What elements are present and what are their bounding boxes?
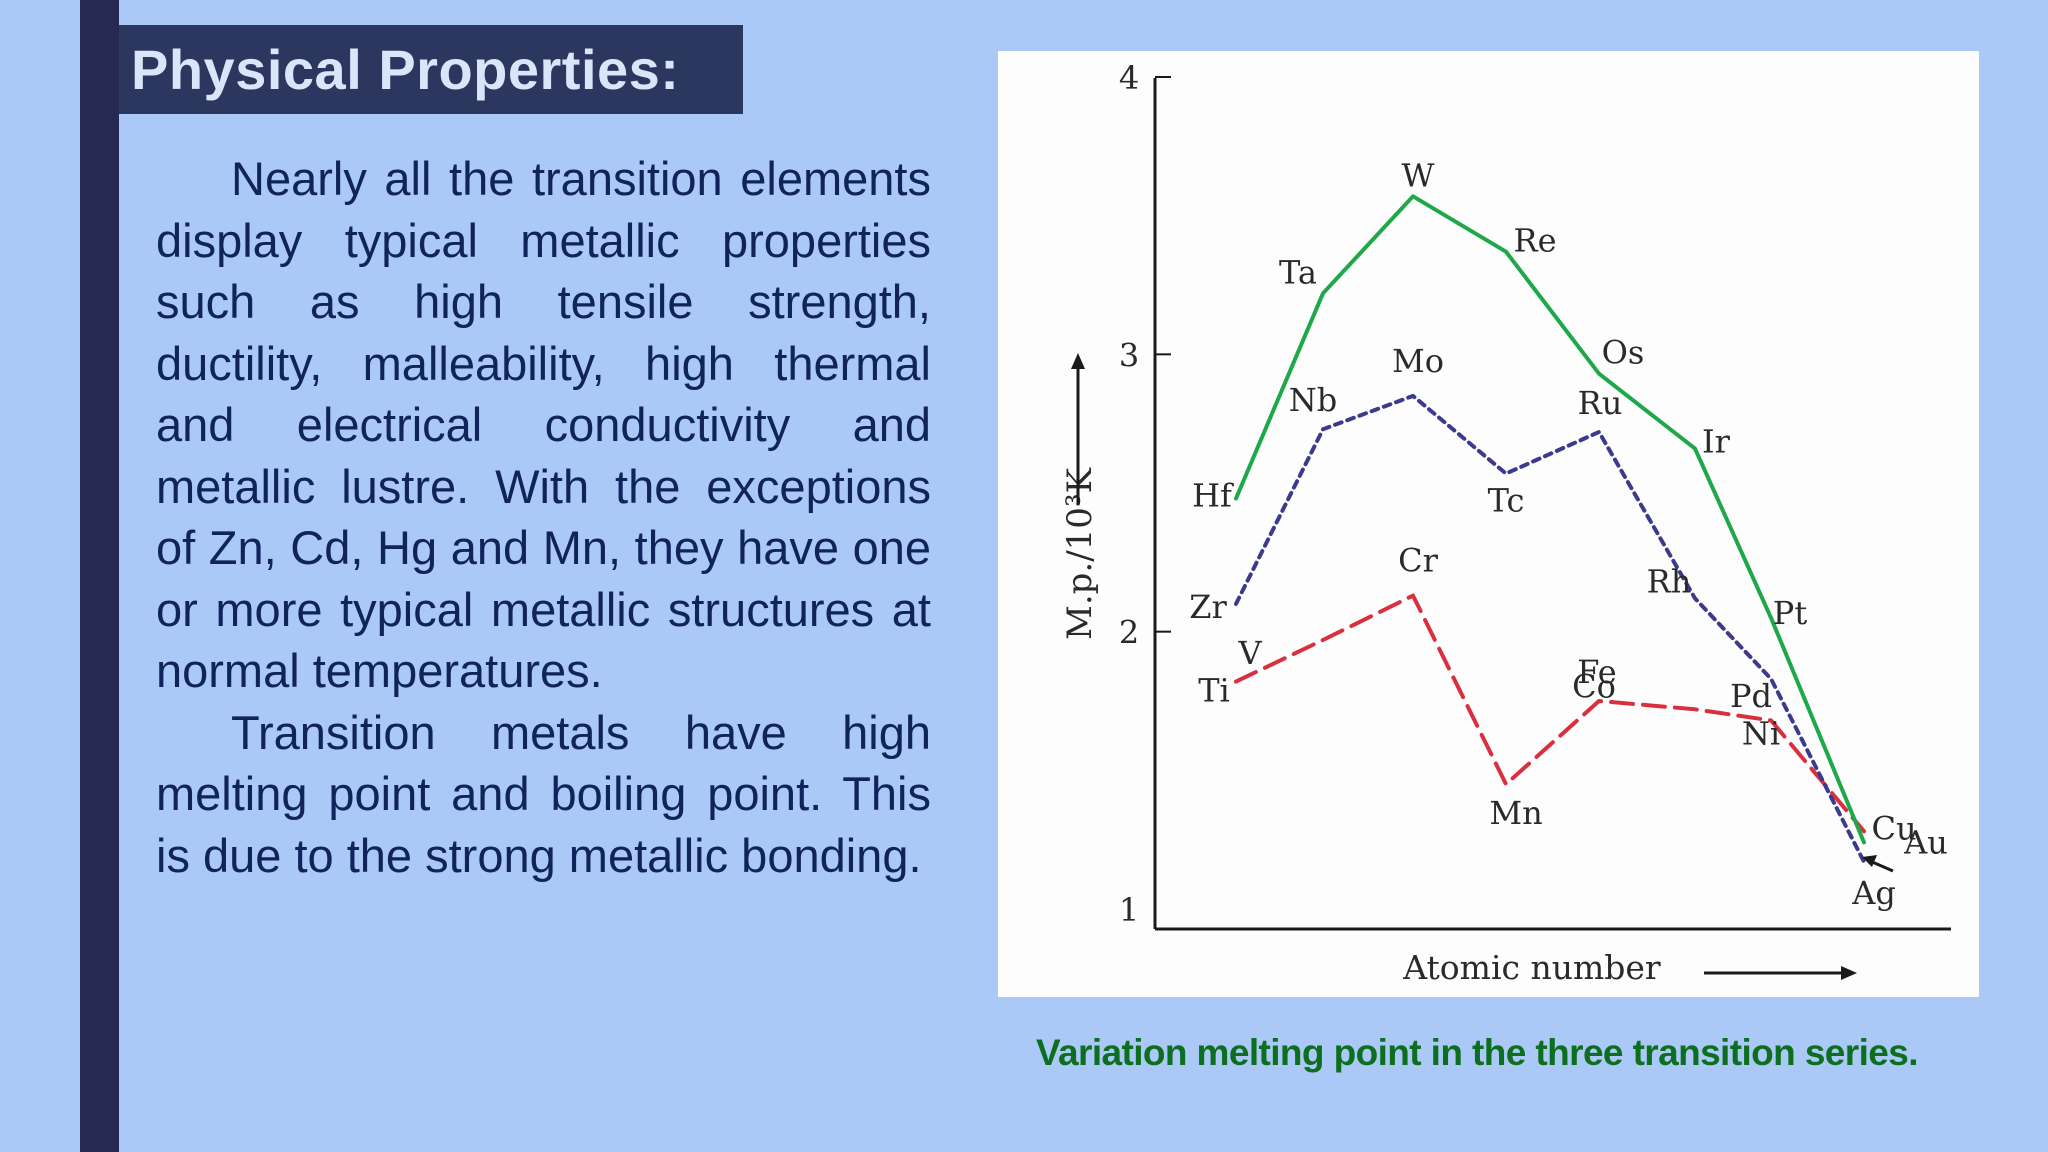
- y-tick-label: 4: [1119, 59, 1139, 97]
- y-axis-arrowhead: [1071, 353, 1085, 369]
- point-label-zr: Zr: [1189, 588, 1227, 626]
- point-label-ru: Ru: [1578, 384, 1623, 422]
- au-pointer-arrowhead: [1862, 855, 1877, 867]
- body-text: Nearly all the transition elements displ…: [156, 148, 931, 886]
- point-label-v: V: [1237, 634, 1262, 672]
- chart-panel: 1 2 3 4 M.p./10³K Atomic number Ti V Cr Mn Fe Co Ni…: [998, 51, 1979, 997]
- point-label-os: Os: [1602, 334, 1645, 372]
- point-label-re: Re: [1513, 222, 1556, 260]
- point-label-ir: Ir: [1702, 423, 1731, 461]
- title-box: Physical Properties:: [119, 25, 743, 114]
- point-label-ag: Ag: [1851, 874, 1896, 912]
- y-tick-label: 2: [1119, 614, 1139, 652]
- series-line-1: [1234, 393, 1866, 864]
- point-label-cr: Cr: [1398, 542, 1438, 580]
- point-label-ti: Ti: [1198, 672, 1230, 710]
- point-label-tc: Tc: [1488, 482, 1525, 520]
- point-label-mo: Mo: [1392, 342, 1444, 380]
- point-label-co: Co: [1572, 667, 1616, 705]
- point-label-ta: Ta: [1279, 253, 1317, 291]
- point-label-mn: Mn: [1489, 794, 1542, 832]
- point-label-cu: Cu: [1871, 809, 1916, 847]
- y-axis-label: M.p./10³K: [1060, 467, 1100, 640]
- page-title: Physical Properties:: [131, 38, 680, 101]
- point-label-w: W: [1402, 156, 1435, 194]
- point-label-fe: Fe: [1577, 653, 1616, 691]
- point-label-hf: Hf: [1192, 477, 1234, 515]
- au-pointer-line: [1869, 859, 1894, 873]
- x-axis-arrowhead: [1841, 966, 1857, 980]
- chart-caption: Variation melting point in the three tra…: [1036, 1032, 1918, 1073]
- point-label-nb: Nb: [1289, 381, 1337, 419]
- point-label-pt: Pt: [1773, 594, 1808, 632]
- point-label-rh: Rh: [1647, 562, 1692, 600]
- y-tick-label: 3: [1119, 336, 1139, 374]
- point-label-au: Au: [1903, 823, 1948, 861]
- y-tick-label: 1: [1119, 891, 1139, 929]
- point-label-pd: Pd: [1730, 677, 1772, 715]
- point-label-ni: Ni: [1742, 714, 1780, 752]
- accent-bar: [80, 0, 119, 1152]
- paragraph: Transition metals have high melting poin…: [156, 705, 931, 882]
- x-axis-label: Atomic number: [1402, 948, 1661, 987]
- series-line-0: [1234, 593, 1866, 834]
- paragraph: Nearly all the transition elements displ…: [156, 152, 931, 697]
- series-line-2: [1234, 194, 1866, 845]
